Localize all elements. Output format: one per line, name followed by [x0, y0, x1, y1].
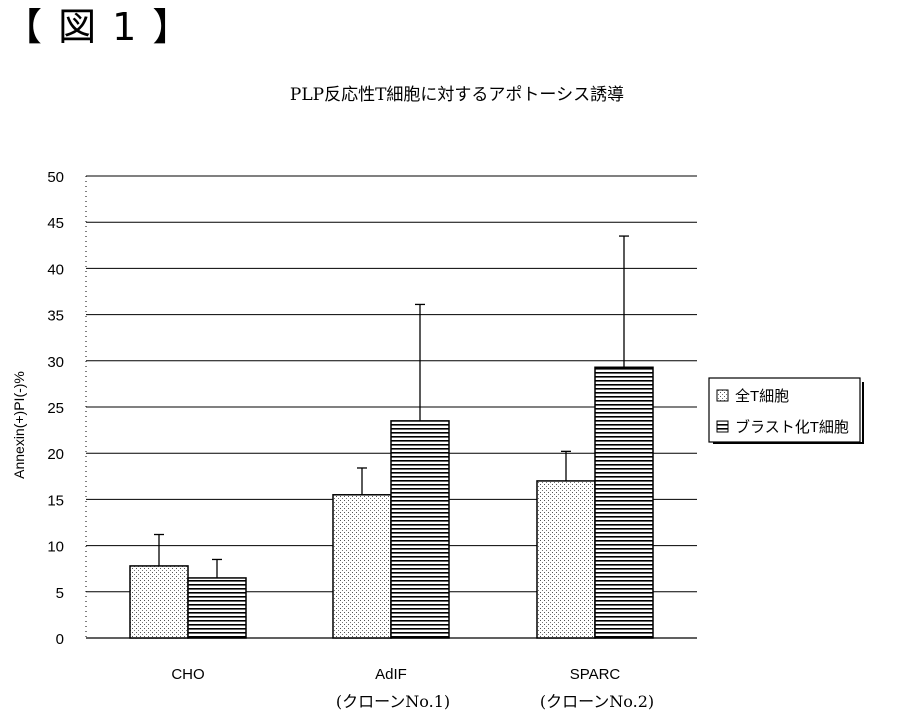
- y-tick-label-25: 25: [47, 400, 64, 417]
- y-tick-label-15: 15: [47, 492, 64, 509]
- x-tick-label-cho: CHO: [171, 666, 204, 683]
- y-tick-label-50: 50: [47, 169, 64, 186]
- y-tick-label-20: 20: [47, 446, 64, 463]
- y-tick-label-10: 10: [47, 539, 64, 556]
- bar-sparc-series-0: [537, 481, 595, 638]
- bar-adif-series-1: [391, 421, 449, 638]
- legend: 全T細胞 ブラスト化T細胞: [709, 378, 864, 444]
- y-tick-label-0: 0: [56, 631, 64, 648]
- bar-cho-series-0: [130, 566, 188, 638]
- y-tick-label-45: 45: [47, 215, 64, 232]
- x-tick-sublabel-sparc: (クローンNo.2): [540, 692, 654, 711]
- legend-swatch-all-t-cells: [717, 390, 728, 401]
- x-tick-label-adif: AdIF: [375, 666, 407, 683]
- bar-sparc-series-1: [595, 367, 653, 638]
- y-tick-label-5: 5: [56, 585, 64, 602]
- bar-adif-series-0: [333, 495, 391, 638]
- legend-label-blast-t-cells: ブラスト化T細胞: [735, 418, 849, 436]
- legend-swatch-blast-t-cells: [717, 421, 728, 432]
- y-tick-label-35: 35: [47, 308, 64, 325]
- x-tick-label-sparc: SPARC: [570, 666, 621, 683]
- chart-title: PLP反応性T細胞に対するアポトーシス誘導: [290, 85, 624, 105]
- y-tick-label-30: 30: [47, 354, 64, 371]
- x-axis-labels: CHO AdIF (クローンNo.1) SPARC (クローンNo.2): [171, 666, 654, 711]
- y-tick-label-40: 40: [47, 261, 64, 278]
- y-axis-label: Annexin(+)PI(-)%: [11, 371, 27, 479]
- bars: [130, 236, 653, 638]
- legend-label-all-t-cells: 全T細胞: [735, 387, 789, 405]
- x-tick-sublabel-adif: (クローンNo.1): [336, 692, 450, 711]
- bar-cho-series-1: [188, 578, 246, 638]
